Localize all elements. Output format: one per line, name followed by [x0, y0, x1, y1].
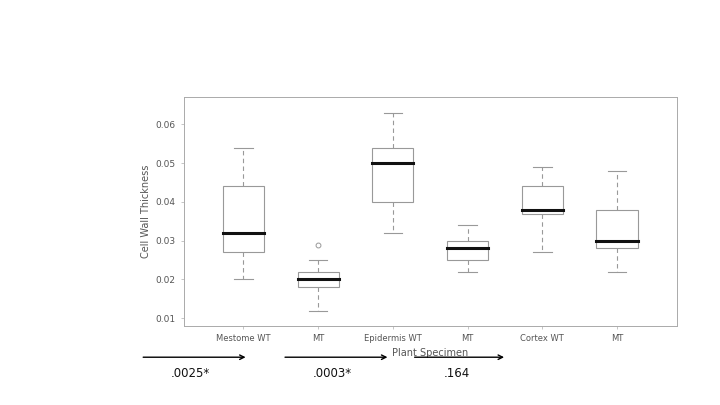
Bar [222, 186, 264, 252]
Bar [522, 186, 563, 213]
X-axis label: Plant Specimen: Plant Specimen [392, 347, 468, 358]
Text: .164: .164 [444, 367, 469, 379]
Bar [596, 210, 638, 248]
Bar [297, 272, 338, 287]
Text: Cell Wall Thickness Analysis: Cell Wall Thickness Analysis [9, 38, 405, 62]
Text: .0025*: .0025* [171, 367, 210, 379]
Bar [372, 147, 413, 202]
Bar [447, 241, 488, 260]
Text: .0003*: .0003* [313, 367, 352, 379]
Y-axis label: Cell Wall Thickness: Cell Wall Thickness [141, 165, 151, 258]
